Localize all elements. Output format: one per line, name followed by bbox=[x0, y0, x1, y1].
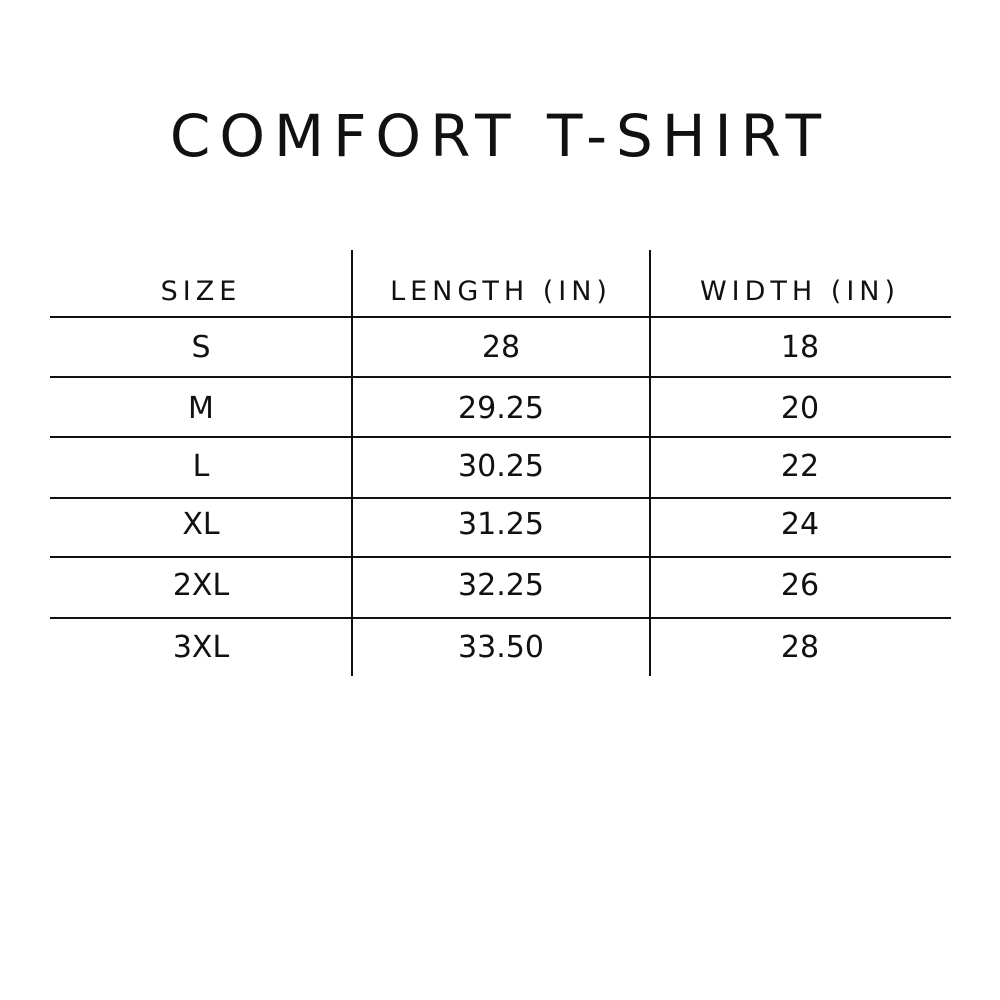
table-cell: XL bbox=[182, 507, 220, 542]
table-cell: 29.25 bbox=[458, 391, 544, 426]
column-divider bbox=[649, 250, 651, 676]
row-divider bbox=[50, 436, 951, 438]
table-cell: S bbox=[191, 330, 211, 365]
table-cell: 28 bbox=[481, 330, 521, 365]
page-title: COMFORT T-SHIRT bbox=[169, 102, 831, 170]
table-cell: 31.25 bbox=[458, 507, 544, 542]
column-header: SIZE bbox=[160, 276, 242, 307]
column-header: WIDTH (IN) bbox=[699, 276, 901, 307]
table-cell: L bbox=[192, 449, 210, 484]
table-cell: M bbox=[188, 391, 214, 426]
row-divider bbox=[50, 376, 951, 378]
table-cell: 20 bbox=[780, 391, 820, 426]
table-cell: 26 bbox=[780, 568, 820, 603]
row-divider bbox=[50, 316, 951, 318]
table-cell: 32.25 bbox=[458, 568, 544, 603]
column-header: LENGTH (IN) bbox=[390, 276, 612, 307]
table-cell: 2XL bbox=[172, 568, 230, 603]
row-divider bbox=[50, 497, 951, 499]
column-divider bbox=[351, 250, 353, 676]
table-cell: 28 bbox=[780, 630, 820, 665]
table-cell: 30.25 bbox=[458, 449, 544, 484]
row-divider bbox=[50, 556, 951, 558]
table-cell: 24 bbox=[780, 507, 820, 542]
table-cell: 18 bbox=[780, 330, 820, 365]
table-cell: 22 bbox=[780, 449, 820, 484]
table-cell: 33.50 bbox=[458, 630, 544, 665]
row-divider bbox=[50, 617, 951, 619]
table-cell: 3XL bbox=[172, 630, 230, 665]
